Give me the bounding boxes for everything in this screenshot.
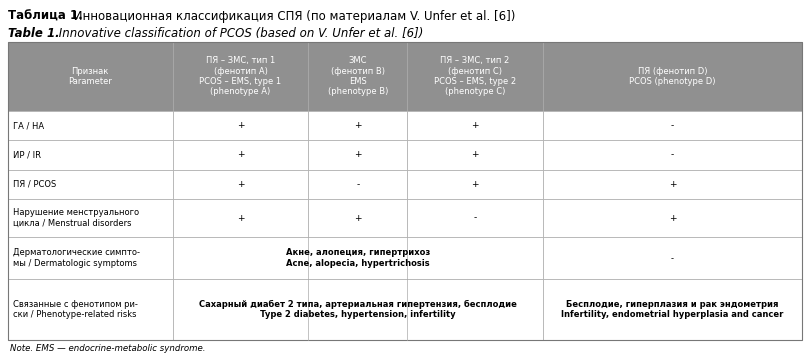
- Bar: [407, 140, 543, 170]
- Text: +: +: [354, 151, 361, 160]
- Text: Дерматологические симпто-
мы / Dermatologic symptoms: Дерматологические симпто- мы / Dermatolo…: [13, 248, 140, 268]
- Text: ПЯ – ЗМС, тип 2
(фенотип C)
PCOS – EMS, type 2
(phenotype C): ПЯ – ЗМС, тип 2 (фенотип C) PCOS – EMS, …: [434, 56, 516, 97]
- Text: -: -: [671, 121, 674, 130]
- Text: ПЯ – ЗМС, тип 1
(фенотип A)
PCOS – EMS, type 1
(phenotype A): ПЯ – ЗМС, тип 1 (фенотип A) PCOS – EMS, …: [199, 56, 282, 97]
- Bar: [8, 42, 802, 340]
- Text: +: +: [354, 214, 361, 223]
- Bar: [173, 111, 309, 140]
- Text: -: -: [671, 254, 674, 263]
- Bar: [543, 140, 802, 170]
- Bar: [407, 111, 543, 140]
- Text: ГА / HA: ГА / HA: [13, 121, 44, 130]
- Text: Note. EMS — endocrine-metabolic syndrome.: Note. EMS — endocrine-metabolic syndrome…: [10, 344, 206, 353]
- Text: Инновационная классификация СПЯ (по материалам V. Unfer et al. [6]): Инновационная классификация СПЯ (по мате…: [70, 10, 515, 23]
- Bar: [309, 111, 407, 140]
- Text: Бесплодие, гиперплазия и рак эндометрия
Infertility, endometrial hyperplasia and: Бесплодие, гиперплазия и рак эндометрия …: [561, 300, 783, 319]
- Text: Сахарный диабет 2 типа, артериальная гипертензия, бесплодие
Type 2 diabetes, hyp: Сахарный диабет 2 типа, артериальная гип…: [198, 300, 517, 319]
- Text: Акне, алопеция, гипертрихоз
Acne, alopecia, hypertrichosis: Акне, алопеция, гипертрихоз Acne, alopec…: [286, 248, 430, 268]
- Text: +: +: [471, 151, 479, 160]
- Bar: [173, 237, 543, 279]
- Bar: [8, 237, 173, 279]
- Text: -: -: [473, 214, 476, 223]
- Text: +: +: [471, 121, 479, 130]
- Bar: [543, 111, 802, 140]
- Bar: [8, 111, 173, 140]
- Text: Innovative classification of PCOS (based on V. Unfer et al. [6]): Innovative classification of PCOS (based…: [55, 27, 424, 40]
- Bar: [309, 42, 407, 111]
- Bar: [173, 199, 309, 237]
- Text: Table 1.: Table 1.: [8, 27, 60, 40]
- Text: Нарушение менструального
цикла / Menstrual disorders: Нарушение менструального цикла / Menstru…: [13, 208, 139, 228]
- Text: -: -: [671, 151, 674, 160]
- Text: -: -: [356, 180, 360, 189]
- Bar: [543, 237, 802, 279]
- Text: ПЯ / PCOS: ПЯ / PCOS: [13, 180, 56, 189]
- Bar: [8, 199, 173, 237]
- Bar: [543, 170, 802, 199]
- Text: +: +: [471, 180, 479, 189]
- Text: +: +: [237, 151, 244, 160]
- Bar: [8, 140, 173, 170]
- Text: ЗМС
(фенотип B)
EMS
(phenotype B): ЗМС (фенотип B) EMS (phenotype B): [327, 56, 388, 97]
- Bar: [543, 199, 802, 237]
- Bar: [309, 140, 407, 170]
- Bar: [8, 42, 173, 111]
- Text: +: +: [237, 121, 244, 130]
- Text: ПЯ (фенотип D)
PCOS (phenotype D): ПЯ (фенотип D) PCOS (phenotype D): [629, 67, 716, 86]
- Text: Таблица 1.: Таблица 1.: [8, 10, 83, 23]
- Bar: [173, 140, 309, 170]
- Text: +: +: [237, 214, 244, 223]
- Text: +: +: [237, 180, 244, 189]
- Bar: [309, 170, 407, 199]
- Bar: [543, 42, 802, 111]
- Bar: [8, 279, 173, 340]
- Bar: [407, 42, 543, 111]
- Bar: [309, 199, 407, 237]
- Bar: [173, 42, 309, 111]
- Bar: [8, 170, 173, 199]
- Bar: [407, 199, 543, 237]
- Bar: [543, 279, 802, 340]
- Text: +: +: [669, 180, 676, 189]
- Text: Признак
Parameter: Признак Parameter: [68, 67, 113, 86]
- Text: ИР / IR: ИР / IR: [13, 151, 41, 160]
- Text: +: +: [354, 121, 361, 130]
- Bar: [173, 279, 543, 340]
- Bar: [173, 170, 309, 199]
- Text: +: +: [669, 214, 676, 223]
- Text: Связанные с фенотипом ри-
ски / Phenotype-related risks: Связанные с фенотипом ри- ски / Phenotyp…: [13, 300, 138, 319]
- Bar: [407, 170, 543, 199]
